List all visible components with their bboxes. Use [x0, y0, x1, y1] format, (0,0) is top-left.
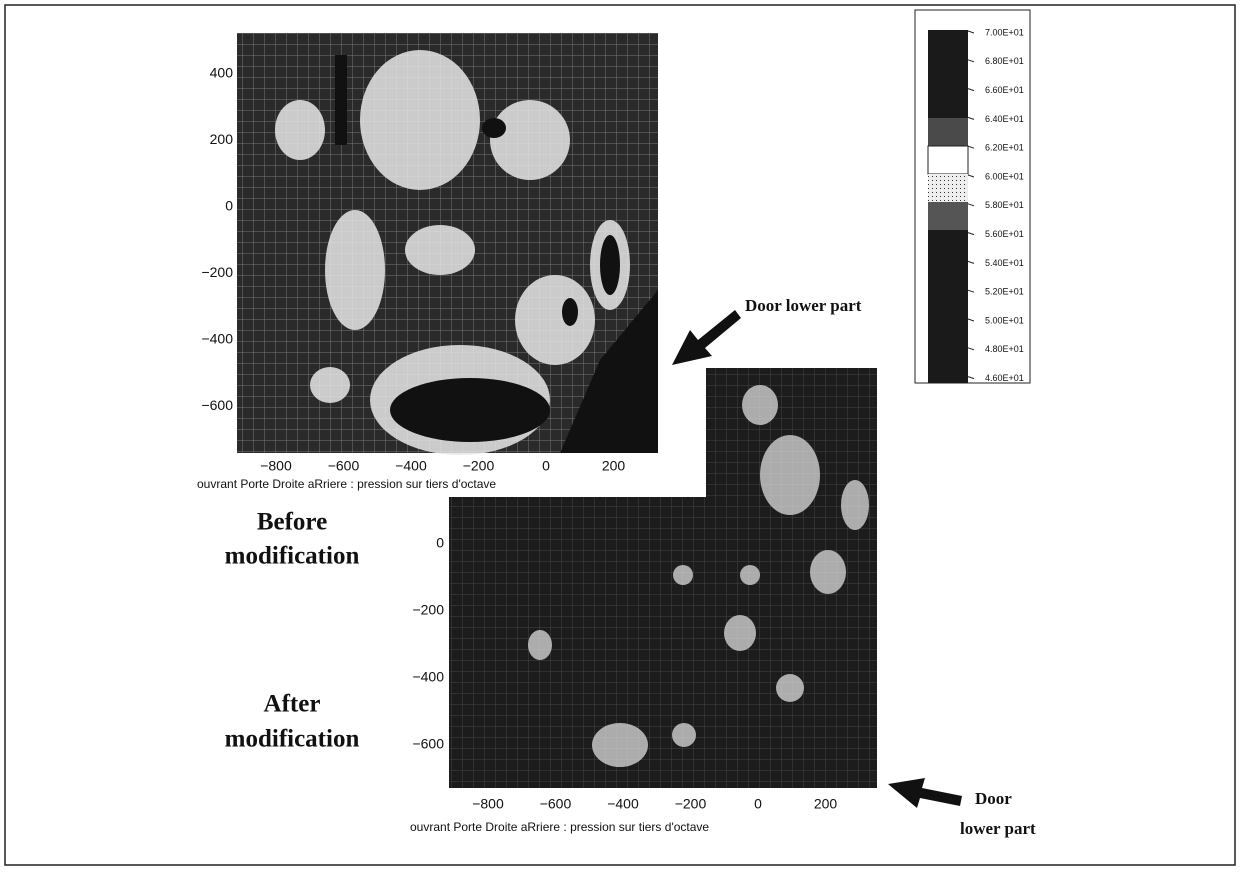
label: modification — [225, 726, 360, 753]
figure: Door lower part Door lower part Before m… — [0, 0, 1241, 872]
annotation: Door lower part — [745, 296, 862, 315]
annotation: lower part — [960, 819, 1036, 838]
legend-label: 6.00E+01 — [985, 171, 1024, 181]
y-tick-label: 200 — [210, 131, 234, 147]
legend-label: 5.60E+01 — [985, 229, 1024, 239]
y-tick-label: 0 — [436, 535, 444, 551]
x-tick-label: 200 — [814, 796, 838, 812]
legend-label: 5.00E+01 — [985, 315, 1024, 325]
x-tick-label: 0 — [754, 796, 762, 812]
caption: ouvrant Porte Droite aRriere : pression … — [410, 820, 709, 834]
x-tick-label: −600 — [540, 796, 572, 812]
x-tick-label: −400 — [607, 796, 639, 812]
legend-label: 5.20E+01 — [985, 287, 1024, 297]
y-tick-label: −200 — [412, 602, 444, 618]
label: Before — [257, 509, 327, 536]
before-plot — [237, 33, 658, 455]
x-tick-label: −200 — [675, 796, 707, 812]
x-tick-label: −400 — [395, 458, 427, 474]
legend-label: 5.40E+01 — [985, 258, 1024, 268]
y-tick-label: 0 — [225, 198, 233, 214]
label: modification — [225, 543, 360, 570]
x-tick-label: −800 — [260, 458, 292, 474]
y-tick-label: −400 — [412, 669, 444, 685]
label: After — [264, 691, 321, 718]
x-tick-label: −600 — [328, 458, 360, 474]
x-tick-label: 0 — [542, 458, 550, 474]
annotation: Door — [975, 789, 1012, 808]
legend-label: 6.60E+01 — [985, 85, 1024, 95]
legend-label: 7.00E+01 — [985, 27, 1024, 37]
y-tick-label: −600 — [201, 397, 233, 413]
legend-label: 5.80E+01 — [985, 200, 1024, 210]
caption: ouvrant Porte Droite aRriere : pression … — [197, 477, 496, 491]
legend-label: 6.40E+01 — [985, 114, 1024, 124]
x-tick-label: −800 — [472, 796, 504, 812]
y-tick-label: 400 — [210, 65, 234, 81]
legend-label: 4.80E+01 — [985, 344, 1024, 354]
x-tick-label: −200 — [463, 458, 495, 474]
legend-label: 6.20E+01 — [985, 143, 1024, 153]
y-tick-label: −200 — [201, 264, 233, 280]
x-tick-label: 200 — [602, 458, 626, 474]
y-tick-label: −600 — [412, 736, 444, 752]
legend-label: 6.80E+01 — [985, 56, 1024, 66]
y-tick-label: −400 — [201, 331, 233, 347]
legend-label: 4.60E+01 — [985, 373, 1024, 383]
